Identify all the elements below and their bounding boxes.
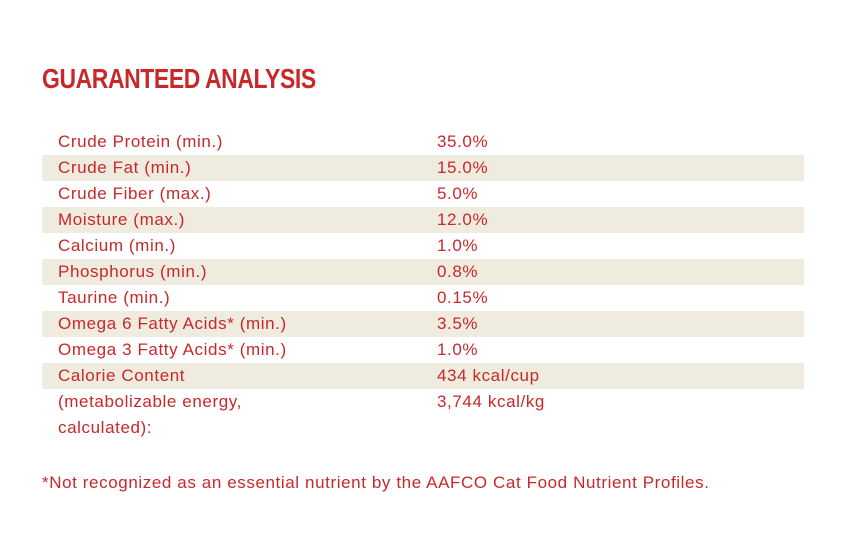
nutrient-value: 3.5% bbox=[437, 314, 479, 333]
table-row: Calorie Content 434 kcal/cup bbox=[42, 363, 804, 389]
nutrient-label: Omega 6 Fatty Acids* (min.) bbox=[58, 314, 287, 333]
nutrient-label: Crude Fat (min.) bbox=[58, 158, 192, 177]
nutrient-label: Phosphorus (min.) bbox=[58, 262, 208, 281]
nutrient-label: Crude Fiber (max.) bbox=[58, 184, 212, 203]
nutrient-label: Crude Protein (min.) bbox=[58, 132, 224, 151]
nutrient-label: Calorie Content bbox=[58, 366, 186, 385]
nutrient-value: 35.0% bbox=[437, 132, 489, 151]
nutrient-value: 434 kcal/cup bbox=[437, 366, 540, 385]
table-row: Moisture (max.) 12.0% bbox=[42, 207, 804, 233]
table-row: Crude Protein (min.) 35.0% bbox=[42, 129, 804, 155]
table-row: Taurine (min.) 0.15% bbox=[42, 285, 804, 311]
table-row: Calcium (min.) 1.0% bbox=[42, 233, 804, 259]
table-row: Omega 3 Fatty Acids* (min.) 1.0% bbox=[42, 337, 804, 363]
nutrient-value: 0.15% bbox=[437, 288, 489, 307]
table-row: Phosphorus (min.) 0.8% bbox=[42, 259, 804, 285]
table-row: Omega 6 Fatty Acids* (min.) 3.5% bbox=[42, 311, 804, 337]
nutrient-label: (metabolizable energy, calculated): bbox=[58, 392, 242, 437]
nutrient-value: 0.8% bbox=[437, 262, 479, 281]
nutrient-value: 3,744 kcal/kg bbox=[437, 392, 545, 411]
nutrient-value: 15.0% bbox=[437, 158, 489, 177]
nutrient-value: 12.0% bbox=[437, 210, 489, 229]
table-row: Crude Fat (min.) 15.0% bbox=[42, 155, 804, 181]
nutrient-value: 5.0% bbox=[437, 184, 479, 203]
table-row: Crude Fiber (max.) 5.0% bbox=[42, 181, 804, 207]
nutrient-label: Moisture (max.) bbox=[58, 210, 186, 229]
nutrient-label: Omega 3 Fatty Acids* (min.) bbox=[58, 340, 287, 359]
guaranteed-analysis-table: Crude Protein (min.) 35.0% Crude Fat (min… bbox=[42, 129, 804, 441]
section-title: GUARANTEED ANALYSIS bbox=[42, 63, 316, 94]
footnote: *Not recognized as an essential nutrient… bbox=[42, 473, 710, 492]
nutrient-value: 1.0% bbox=[437, 340, 479, 359]
table-row: (metabolizable energy, calculated): 3,744… bbox=[42, 389, 804, 441]
nutrient-label: Taurine (min.) bbox=[58, 288, 171, 307]
nutrient-label: Calcium (min.) bbox=[58, 236, 176, 255]
nutrient-value: 1.0% bbox=[437, 236, 479, 255]
